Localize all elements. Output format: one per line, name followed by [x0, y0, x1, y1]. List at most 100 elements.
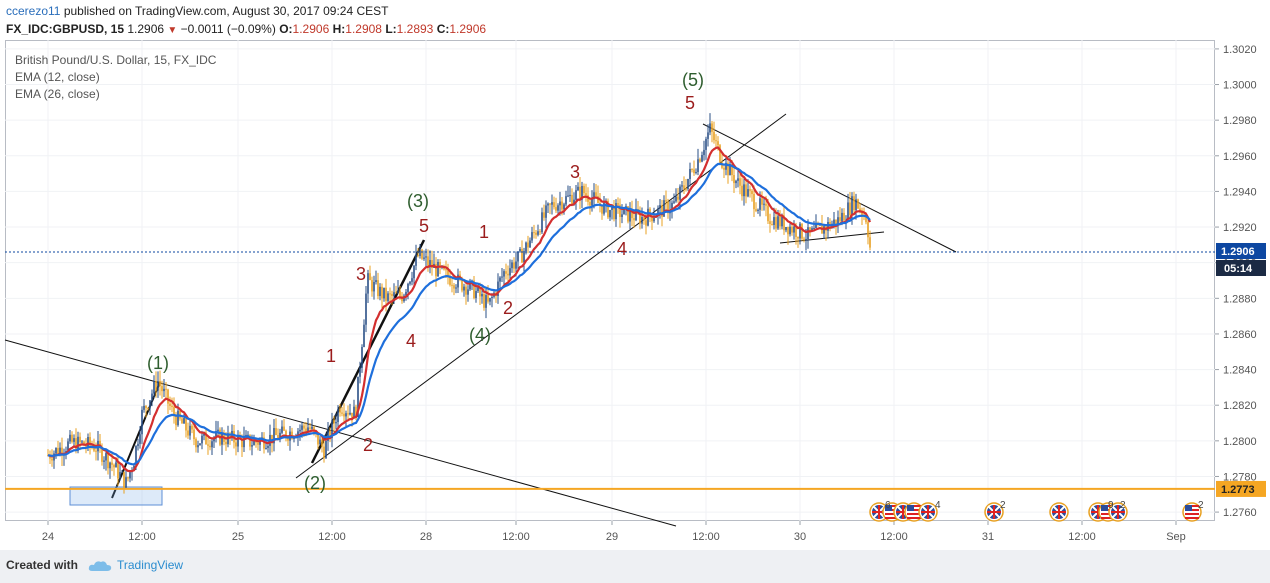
- y-tick-label: 1.2980: [1223, 115, 1257, 127]
- candle-body: [607, 200, 609, 218]
- candle-body: [361, 346, 363, 368]
- candle-body: [739, 178, 741, 186]
- triangle-upper-line: [702, 123, 957, 253]
- ema-26-line: [47, 162, 871, 466]
- candle-body: [117, 462, 119, 479]
- candle-body: [445, 269, 447, 271]
- close-label: C:: [436, 22, 450, 36]
- candle-body: [691, 168, 693, 170]
- candle-body: [749, 189, 751, 191]
- wave-label: (4): [469, 325, 491, 345]
- candle-body: [643, 216, 645, 221]
- channel-upper-line: [4, 339, 677, 527]
- candle-body: [417, 254, 419, 256]
- candle-body: [89, 437, 91, 446]
- candle-body: [181, 418, 183, 424]
- candle-body: [331, 420, 333, 438]
- low-label: L:: [385, 22, 397, 36]
- candle-body: [541, 212, 543, 233]
- candle-body: [79, 436, 81, 443]
- us-flag-stripe: [907, 517, 921, 519]
- y-tick-label: 1.2760: [1223, 507, 1257, 519]
- candle-body: [663, 200, 665, 217]
- candle-body: [523, 251, 525, 263]
- candle-body: [409, 281, 411, 284]
- author-link[interactable]: ccerezo11: [6, 4, 61, 18]
- candle-body: [61, 447, 63, 456]
- x-tick-label: 31: [982, 531, 994, 543]
- candle-body: [665, 200, 667, 202]
- candle-body: [107, 453, 109, 469]
- candle-body: [713, 131, 715, 141]
- candle-body: [207, 444, 209, 446]
- tradingview-brand[interactable]: TradingView: [117, 558, 184, 572]
- candle-body: [743, 184, 745, 197]
- candle-body: [357, 376, 359, 418]
- highlight-box: [69, 486, 163, 506]
- candle-body: [387, 293, 389, 301]
- candle-body: [481, 293, 483, 297]
- candle-body: [535, 232, 537, 235]
- y-tick-label: 1.2840: [1223, 365, 1257, 377]
- wave-label: 4: [617, 239, 627, 259]
- candle-body: [455, 287, 457, 289]
- candle-body: [189, 425, 191, 436]
- candle-body: [241, 438, 243, 448]
- candle-body: [339, 408, 341, 413]
- candle-body: [145, 405, 147, 408]
- candle-body: [539, 231, 541, 233]
- candle-body: [533, 232, 535, 234]
- candle-body: [711, 123, 713, 132]
- us-flag-canton: [907, 505, 914, 511]
- candle-body: [869, 237, 871, 248]
- candle-body: [707, 132, 709, 139]
- candle-body: [621, 214, 623, 217]
- low-value: 1.2893: [396, 22, 434, 36]
- candle-body: [705, 138, 707, 150]
- candle-body: [209, 445, 211, 448]
- candle-body: [751, 190, 753, 195]
- candle-body: [543, 212, 545, 218]
- candle-body: [589, 201, 591, 206]
- candle-body: [383, 287, 385, 299]
- candle-body: [73, 438, 75, 442]
- candle-body: [777, 216, 779, 229]
- candle-body: [813, 228, 815, 230]
- candle-body: [575, 190, 577, 200]
- candle-body: [661, 205, 663, 217]
- candle-body: [627, 206, 629, 222]
- candle-body: [685, 188, 687, 190]
- y-tick-label: 1.2960: [1223, 151, 1257, 163]
- candle-body: [371, 280, 373, 292]
- candle-body: [365, 293, 367, 325]
- candle-body: [709, 123, 711, 133]
- y-tick-label: 1.2780: [1223, 471, 1257, 483]
- candle-body: [363, 324, 365, 347]
- candle-body: [237, 435, 239, 447]
- x-tick-label: 12:00: [128, 531, 156, 543]
- candle-body: [769, 221, 771, 224]
- candle-body: [335, 421, 337, 424]
- us-flag-canton: [885, 505, 892, 511]
- candle-body: [473, 280, 475, 299]
- candle-body: [349, 412, 351, 415]
- candle-body: [263, 437, 265, 449]
- candle-body: [427, 256, 429, 266]
- candle-body: [187, 430, 189, 436]
- candle-body: [677, 196, 679, 200]
- wave-label: 2: [363, 435, 373, 455]
- candle-body: [67, 441, 69, 452]
- candle-body: [673, 201, 675, 203]
- plot-area[interactable]: [5, 40, 1215, 521]
- candle-body: [571, 194, 573, 205]
- candle-body: [55, 448, 57, 454]
- candle-body: [615, 203, 617, 220]
- event-count: 2: [1120, 500, 1126, 511]
- candle-body: [839, 217, 841, 222]
- event-count: 2: [1198, 500, 1204, 511]
- candle-body: [611, 207, 613, 210]
- candle-body: [815, 223, 817, 229]
- grid-lines: [5, 40, 1215, 521]
